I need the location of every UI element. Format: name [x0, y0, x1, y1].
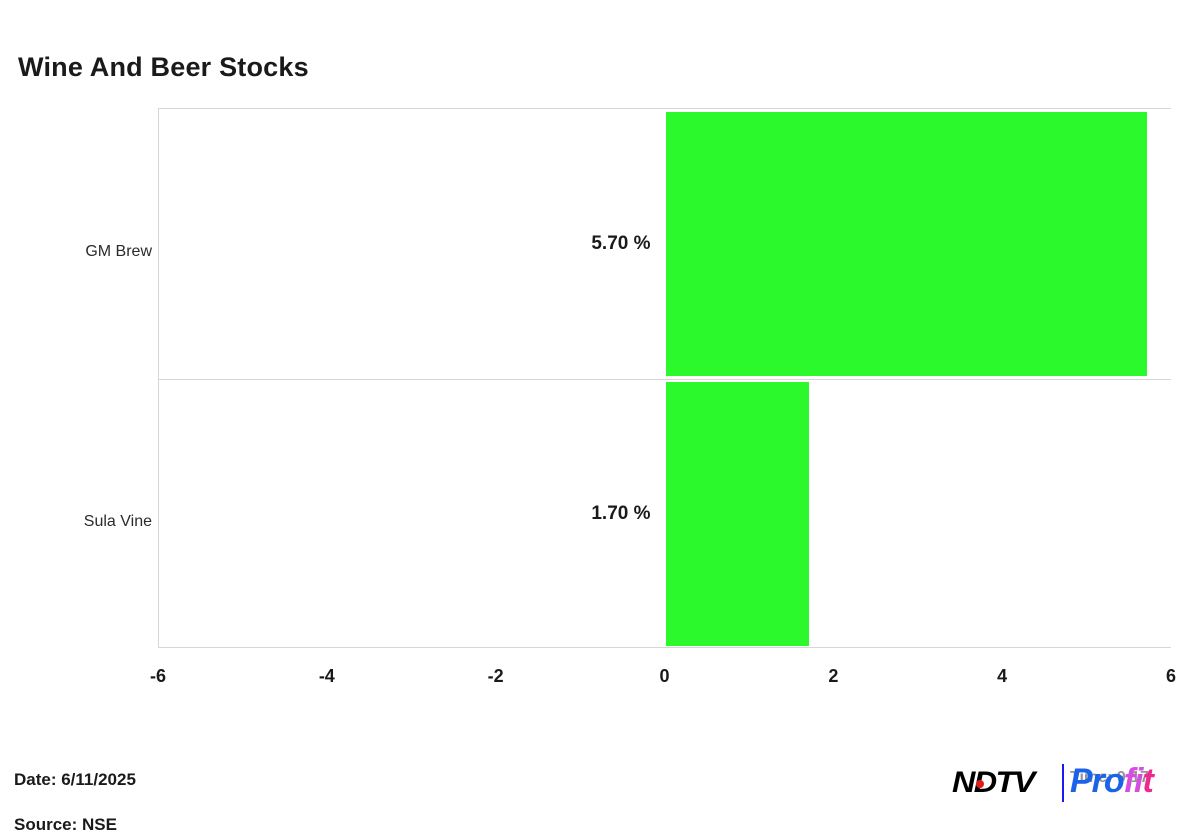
- footer-date: Date: 6/11/2025: [14, 770, 136, 789]
- bar-gm-brew[interactable]: [665, 112, 1147, 376]
- ndtv-wordmark: NDTV: [952, 766, 1035, 799]
- y-axis-label-sula-vine: Sula Vine: [83, 513, 152, 530]
- x-axis-tick-label: 4: [997, 666, 1008, 686]
- ndtv-red-dot-icon: [976, 780, 984, 788]
- category-band-divider: [159, 379, 1171, 380]
- profit-text-part1: Pro: [1070, 762, 1125, 800]
- x-axis-tick-label: -4: [318, 666, 335, 686]
- profit-wordmark: Profit: [1070, 762, 1154, 801]
- bar-value-label: 5.70 %: [591, 233, 651, 254]
- profit-text-part2: fi: [1123, 762, 1144, 800]
- y-axis-label-gm-brew: GM Brew: [85, 243, 152, 260]
- chart-plot-area: 5.70 % 1.70 %: [158, 108, 1171, 648]
- logo-divider: [1062, 764, 1064, 802]
- bar-sula-vine[interactable]: [665, 382, 809, 646]
- page-title: Wine And Beer Stocks: [18, 52, 309, 82]
- bar-row: 1.70 %: [159, 379, 1171, 649]
- ndtv-profit-logo: Time: 9:17 NDTV Profit: [952, 762, 1192, 808]
- footer-source: Source: NSE: [14, 815, 117, 834]
- profit-text-part3: t: [1142, 762, 1153, 800]
- logo-timestamp: Time: 9:17: [1070, 769, 1149, 786]
- bar-row: 5.70 %: [159, 109, 1171, 379]
- x-axis-tick-label: -2: [487, 666, 504, 686]
- x-axis-tick-label: -6: [149, 666, 166, 686]
- x-axis-tick-label: 0: [659, 666, 670, 686]
- bar-value-label: 1.70 %: [591, 503, 651, 524]
- x-axis-tick-label: 6: [1165, 666, 1176, 686]
- x-axis-tick-label: 2: [828, 666, 839, 686]
